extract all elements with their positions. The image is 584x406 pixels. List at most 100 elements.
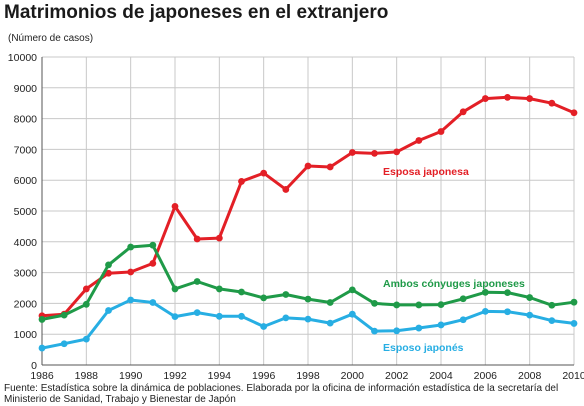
- data-point: [481, 95, 489, 102]
- data-point: [304, 162, 312, 170]
- data-point: [193, 235, 201, 243]
- data-point: [238, 312, 245, 320]
- y-tick-label: 3000: [14, 268, 38, 280]
- series-lines: [38, 93, 578, 352]
- data-point: [348, 149, 356, 156]
- data-point: [260, 169, 268, 177]
- data-point: [326, 299, 334, 306]
- x-tick-label: 1990: [119, 370, 143, 382]
- data-point: [82, 335, 90, 343]
- y-tick-label: 0: [31, 360, 37, 372]
- data-point: [504, 308, 511, 316]
- y-tick-label: 9000: [14, 83, 38, 95]
- source-note: Fuente: Estadística sobre la dinámica de…: [4, 383, 559, 405]
- data-point: [526, 294, 534, 301]
- data-point: [481, 288, 489, 296]
- data-point: [415, 301, 423, 309]
- data-point: [548, 301, 556, 309]
- data-point: [149, 299, 157, 306]
- data-point: [304, 295, 312, 303]
- data-point: [82, 285, 90, 293]
- y-tick-label: 1000: [14, 329, 38, 341]
- data-point: [437, 321, 445, 329]
- data-point: [526, 95, 534, 102]
- x-tick-label: 1986: [30, 370, 54, 382]
- data-point: [282, 291, 290, 298]
- data-point: [127, 243, 135, 251]
- data-point: [171, 285, 179, 293]
- data-point: [459, 108, 467, 116]
- data-point: [393, 327, 401, 335]
- data-point: [304, 315, 312, 323]
- data-point: [127, 268, 135, 276]
- data-point: [149, 241, 157, 249]
- data-point: [82, 300, 90, 308]
- data-point: [348, 310, 356, 318]
- data-point: [437, 128, 445, 135]
- data-point: [238, 288, 245, 296]
- data-point: [215, 234, 223, 242]
- data-point: [348, 286, 356, 294]
- data-point: [105, 261, 112, 269]
- data-point: [393, 301, 401, 309]
- y-tick-labels: 0 1000 2000 3000 4000 5000 6000 7000 8000 9000 100…: [8, 52, 37, 372]
- series-labels: Esposa japonesa Ambos cónyuges japoneses E…: [383, 166, 525, 354]
- data-point: [215, 285, 223, 293]
- data-point: [105, 307, 112, 314]
- x-tick-label: 1998: [296, 370, 320, 382]
- x-tick-label: 1994: [208, 370, 232, 382]
- y-tick-label: 5000: [14, 206, 38, 218]
- data-point: [282, 314, 290, 322]
- data-point: [526, 311, 534, 319]
- x-tick-label: 2008: [518, 370, 542, 382]
- chart-title: Matrimonios de japoneses en el extranjer…: [4, 2, 389, 23]
- data-point: [371, 150, 378, 157]
- series-label: Ambos cónyuges japoneses: [383, 278, 525, 290]
- y-tick-label: 8000: [14, 114, 38, 126]
- data-point: [149, 259, 157, 267]
- x-tick-label: 1992: [163, 370, 187, 382]
- x-tick-label: 2010: [562, 370, 584, 382]
- x-tick-label: 1988: [75, 370, 99, 382]
- data-point: [504, 289, 511, 297]
- data-point: [127, 296, 135, 304]
- x-tick-label: 2006: [474, 370, 498, 382]
- data-point: [371, 300, 378, 307]
- y-tick-label: 2000: [14, 298, 38, 310]
- data-point: [238, 178, 245, 185]
- data-point: [282, 186, 290, 193]
- data-point: [326, 163, 334, 171]
- x-tick-label: 2000: [341, 370, 365, 382]
- data-point: [38, 316, 46, 323]
- data-point: [60, 340, 68, 348]
- data-point: [481, 308, 489, 315]
- y-tick-label: 10000: [8, 52, 37, 64]
- data-point: [459, 295, 467, 303]
- data-point: [437, 301, 445, 309]
- data-point: [171, 202, 179, 210]
- y-tick-label: 4000: [14, 237, 38, 249]
- data-point: [459, 316, 467, 324]
- data-point: [504, 93, 511, 101]
- y-tick-label: 7000: [14, 144, 38, 156]
- data-point: [570, 298, 578, 306]
- data-point: [215, 312, 223, 320]
- data-point: [38, 344, 46, 352]
- data-point: [415, 137, 423, 144]
- data-point: [105, 269, 112, 277]
- data-point: [60, 311, 68, 319]
- x-tick-label: 1996: [252, 370, 276, 382]
- data-point: [371, 327, 378, 335]
- data-point: [570, 320, 578, 327]
- data-point: [393, 148, 401, 156]
- data-point: [570, 109, 578, 117]
- y-tick-label: 6000: [14, 175, 38, 187]
- series-label: Esposa japonesa: [383, 166, 469, 178]
- data-point: [548, 317, 556, 325]
- data-point: [415, 324, 423, 332]
- data-point: [260, 294, 268, 302]
- y-axis-unit-label: (Número de casos): [8, 33, 94, 44]
- data-point: [193, 309, 201, 317]
